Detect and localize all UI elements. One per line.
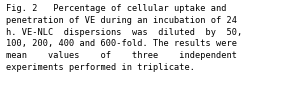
Text: Fig. 2   Percentage of cellular uptake and
penetration of VE during an incubatio: Fig. 2 Percentage of cellular uptake and… [6,4,242,72]
